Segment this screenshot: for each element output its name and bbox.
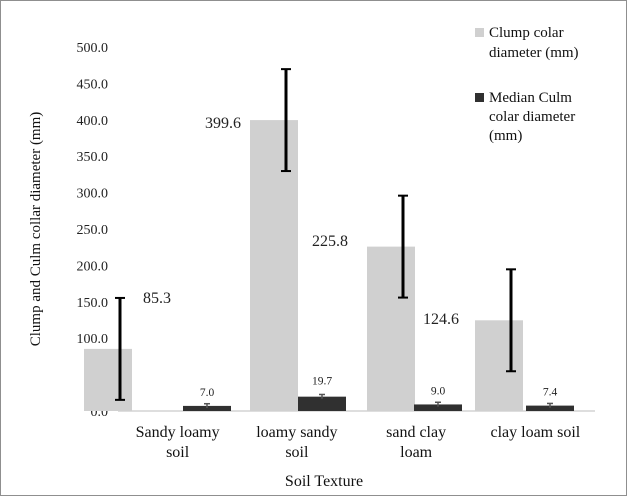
y-tick-label: 450.0 — [77, 77, 109, 92]
y-tick-label: 400.0 — [77, 114, 109, 129]
legend-label-clump: diameter (mm) — [489, 45, 579, 61]
data-label-clump: 124.6 — [423, 311, 459, 328]
x-tick-label: clay loam soil — [490, 424, 580, 441]
y-tick-label: 300.0 — [77, 187, 109, 202]
legend-swatch-clump — [475, 28, 484, 37]
x-tick-label: soil — [166, 444, 190, 461]
y-tick-label: 150.0 — [77, 296, 109, 311]
y-tick-label: 100.0 — [77, 332, 109, 347]
data-label-culm: 9.0 — [431, 385, 446, 397]
bar-median-culm — [298, 396, 346, 411]
x-tick-label: loamy sandy — [256, 424, 337, 441]
y-tick-label: 350.0 — [77, 150, 109, 165]
x-axis-title: Soil Texture — [285, 473, 363, 490]
data-label-culm: 7.4 — [543, 387, 558, 399]
y-axis-title: Clump and Culm collar diameter (mm) — [28, 112, 44, 347]
x-tick-label: loam — [400, 444, 433, 461]
x-tick-label: soil — [285, 444, 309, 461]
bar-median-culm — [414, 404, 462, 411]
legend-label-clump: Clump colar — [489, 25, 564, 41]
data-label-clump: 225.8 — [312, 233, 348, 250]
x-tick-label: sand clay — [386, 424, 446, 441]
bar-median-culm — [526, 405, 574, 411]
legend-label-culm: (mm) — [489, 128, 522, 144]
data-label-culm: 19.7 — [312, 376, 332, 388]
y-tick-label: 500.0 — [77, 41, 109, 56]
data-label-culm: 7.0 — [200, 387, 215, 399]
data-label-clump: 85.3 — [143, 290, 171, 307]
y-tick-label: 250.0 — [77, 223, 109, 238]
y-tick-label: 200.0 — [77, 259, 109, 274]
legend-label-culm: colar diameter — [489, 109, 575, 125]
x-tick-label: Sandy loamy — [136, 424, 220, 441]
bar-clump-collar — [84, 348, 132, 411]
legend-label-culm: Median Culm — [489, 90, 572, 106]
legend-swatch-culm — [475, 93, 484, 102]
data-label-clump: 399.6 — [205, 115, 241, 132]
bar-median-culm — [183, 405, 231, 411]
bar-clump-collar — [475, 320, 523, 411]
bar-clump-collar — [250, 120, 298, 412]
bar-clump-collar — [367, 246, 415, 411]
